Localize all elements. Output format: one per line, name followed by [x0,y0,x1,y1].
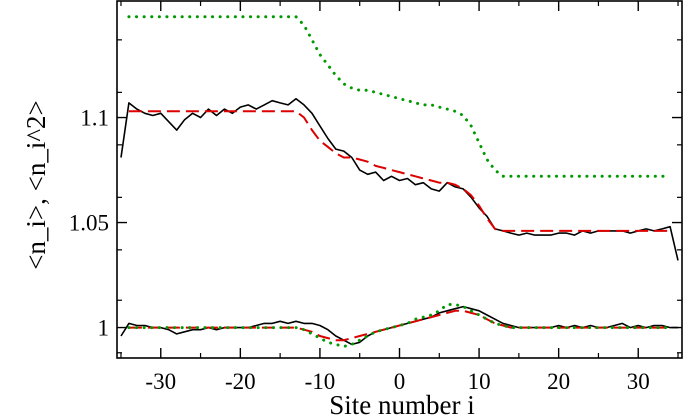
y-axis-title: <n_i>, <n_i^2> [21,100,51,270]
x-tick-label: -30 [145,369,176,394]
y-tick-label: 1.1 [80,106,109,131]
x-tick-label: 10 [468,369,491,394]
series-layer [120,15,679,348]
x-tick-label: 20 [547,369,570,394]
plot-frame [116,0,683,359]
series-dashed-line-1 [128,110,671,232]
series-dotted-line-2 [127,15,672,178]
x-tick-label: -20 [225,369,256,394]
tick-layer: -30 -20 -10 0 10 20 30 1 1.05 1.1 [69,1,682,394]
series-solid-line-0 [120,97,679,261]
y-tick-label: 1 [98,316,110,341]
x-tick-label: 30 [627,369,650,394]
x-tick-label: -10 [305,369,336,394]
x-axis-title: Site number i [329,390,474,417]
x-tick-label: 0 [394,369,406,394]
y-tick-label: 1.05 [69,211,109,236]
series-dashed-line-4 [128,309,671,342]
